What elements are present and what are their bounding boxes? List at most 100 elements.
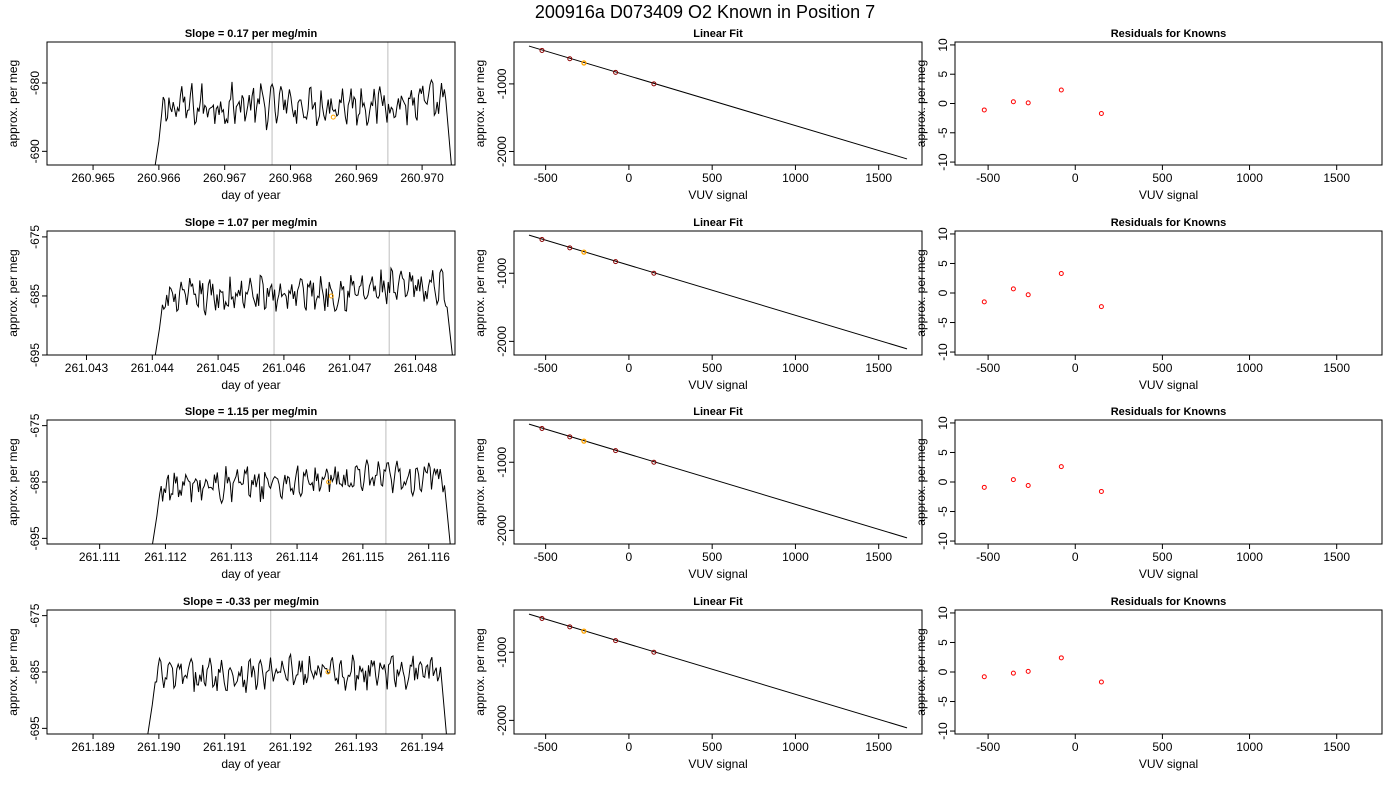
plot-area (528, 613, 908, 729)
panel-title: Linear Fit (693, 596, 743, 608)
y-tick-label: 5 (936, 639, 950, 646)
plot-frame (46, 609, 456, 735)
x-tick-label: 1500 (865, 171, 892, 185)
y-tick-label: -695 (28, 526, 42, 550)
y-tick-label: -1000 (495, 258, 509, 289)
fit-line (528, 234, 908, 350)
plot-frame (46, 419, 456, 545)
y-tick-label: 10 (936, 416, 950, 430)
y-axis-label: approx. per meg (473, 628, 487, 715)
x-tick-label: 261.192 (269, 740, 313, 754)
x-tick-label: 261.043 (65, 361, 109, 375)
known-point (613, 259, 619, 265)
y-axis-label: approx. per meg (914, 628, 928, 715)
known-point (539, 616, 545, 622)
plot-frame (46, 41, 456, 166)
residual-point (1098, 304, 1104, 310)
x-tick-label: 1500 (865, 740, 892, 754)
x-tick-label: 0 (626, 361, 633, 375)
y-tick-label: -5 (936, 127, 950, 138)
x-tick-label: 0 (626, 171, 633, 185)
y-tick-label: -5 (936, 317, 950, 328)
trace-panel-row-3: Slope = 1.15 per meg/min 261.111 261.112 26… (6, 406, 456, 581)
current-sample-point (325, 669, 331, 675)
x-axis-label: day of year (221, 757, 280, 771)
x-axis-label: VUV signal (1139, 378, 1198, 392)
residual-point (1058, 271, 1064, 277)
x-tick-label: 1000 (1236, 361, 1263, 375)
residual-point (1025, 483, 1031, 489)
known-point (651, 459, 657, 465)
plot-area (528, 234, 908, 350)
residuals-panel-row-3: Residuals for Knowns -500 0 500 1000 1500 -10 -… (914, 406, 1383, 581)
x-tick-label: 500 (1152, 361, 1172, 375)
y-tick-label: -2000 (495, 136, 509, 167)
x-tick-label: 261.046 (262, 361, 306, 375)
x-tick-label: 261.191 (203, 740, 247, 754)
plot-frame (954, 230, 1383, 356)
x-tick-label: 260.969 (335, 171, 379, 185)
x-tick-label: -500 (534, 361, 558, 375)
x-tick-label: 1500 (1323, 740, 1350, 754)
residual-point (1010, 477, 1016, 483)
plot-frame (954, 41, 1383, 166)
x-axis-label: VUV signal (688, 757, 747, 771)
y-tick-label: -10 (936, 532, 950, 550)
x-tick-label: 1500 (1323, 361, 1350, 375)
x-tick-label: 1500 (1323, 171, 1350, 185)
known-point (567, 624, 573, 630)
y-tick-label: -685 (28, 470, 42, 494)
x-tick-label: 500 (1152, 171, 1172, 185)
y-tick-label: -680 (28, 71, 42, 95)
known-point (613, 69, 619, 75)
residuals-panel-row-1: Residuals for Knowns -500 0 500 1000 1500 -10 -… (914, 28, 1383, 202)
y-axis-label: approx. per meg (914, 249, 928, 336)
y-tick-label: -2000 (495, 705, 509, 736)
known-point (539, 426, 545, 432)
x-tick-label: 1000 (1236, 740, 1263, 754)
y-axis-label: approx. per meg (473, 249, 487, 336)
y-axis-label: approx. per meg (6, 249, 20, 336)
current-sample-point (581, 249, 587, 255)
residual-point (981, 299, 987, 305)
plot-frame (513, 41, 923, 166)
x-tick-label: 261.044 (131, 361, 175, 375)
fit-panel-row-3: Linear Fit -500 0 500 1000 1500 -2000 -1000 VUV … (473, 406, 923, 581)
fit-panel-row-1: Linear Fit -500 0 500 1000 1500 -2000 -1000 VUV … (473, 28, 923, 202)
residual-point (1025, 292, 1031, 298)
x-tick-label: 0 (1072, 171, 1079, 185)
residual-point (1058, 464, 1064, 470)
y-tick-label: 0 (936, 100, 950, 107)
residual-point (1098, 110, 1104, 116)
x-tick-label: 261.194 (400, 740, 444, 754)
panel-title: Linear Fit (693, 28, 743, 40)
x-tick-label: 261.189 (71, 740, 115, 754)
panel-title: Linear Fit (693, 217, 743, 229)
y-tick-label: -690 (28, 139, 42, 163)
x-tick-label: 1500 (865, 550, 892, 564)
x-axis-label: VUV signal (688, 378, 747, 392)
y-axis-label: approx. per meg (6, 438, 20, 525)
y-tick-label: -1000 (495, 637, 509, 668)
residual-point (1098, 488, 1104, 494)
x-tick-label: 500 (702, 740, 722, 754)
trace-panel-row-2: Slope = 1.07 per meg/min 261.043 261.044 26… (6, 217, 456, 392)
known-point (539, 47, 545, 53)
x-tick-label: 500 (1152, 740, 1172, 754)
x-axis-label: VUV signal (688, 567, 747, 581)
panel-title: Residuals for Knowns (1111, 217, 1227, 229)
x-tick-label: 1000 (782, 361, 809, 375)
known-point (539, 237, 545, 243)
y-tick-label: -10 (936, 343, 950, 361)
y-tick-label: -685 (28, 660, 42, 684)
plot-frame (513, 609, 923, 735)
y-axis-label: approx. per meg (914, 438, 928, 525)
y-axis-label: approx. per meg (473, 60, 487, 147)
x-tick-label: 0 (1072, 740, 1079, 754)
figure-title: 200916a D073409 O2 Known in Position 7 (535, 2, 875, 22)
plot-area (981, 87, 1104, 116)
x-tick-label: 261.112 (144, 550, 187, 564)
x-tick-label: 0 (1072, 550, 1079, 564)
panel-title: Residuals for Knowns (1111, 596, 1227, 608)
x-axis-label: day of year (221, 378, 280, 392)
